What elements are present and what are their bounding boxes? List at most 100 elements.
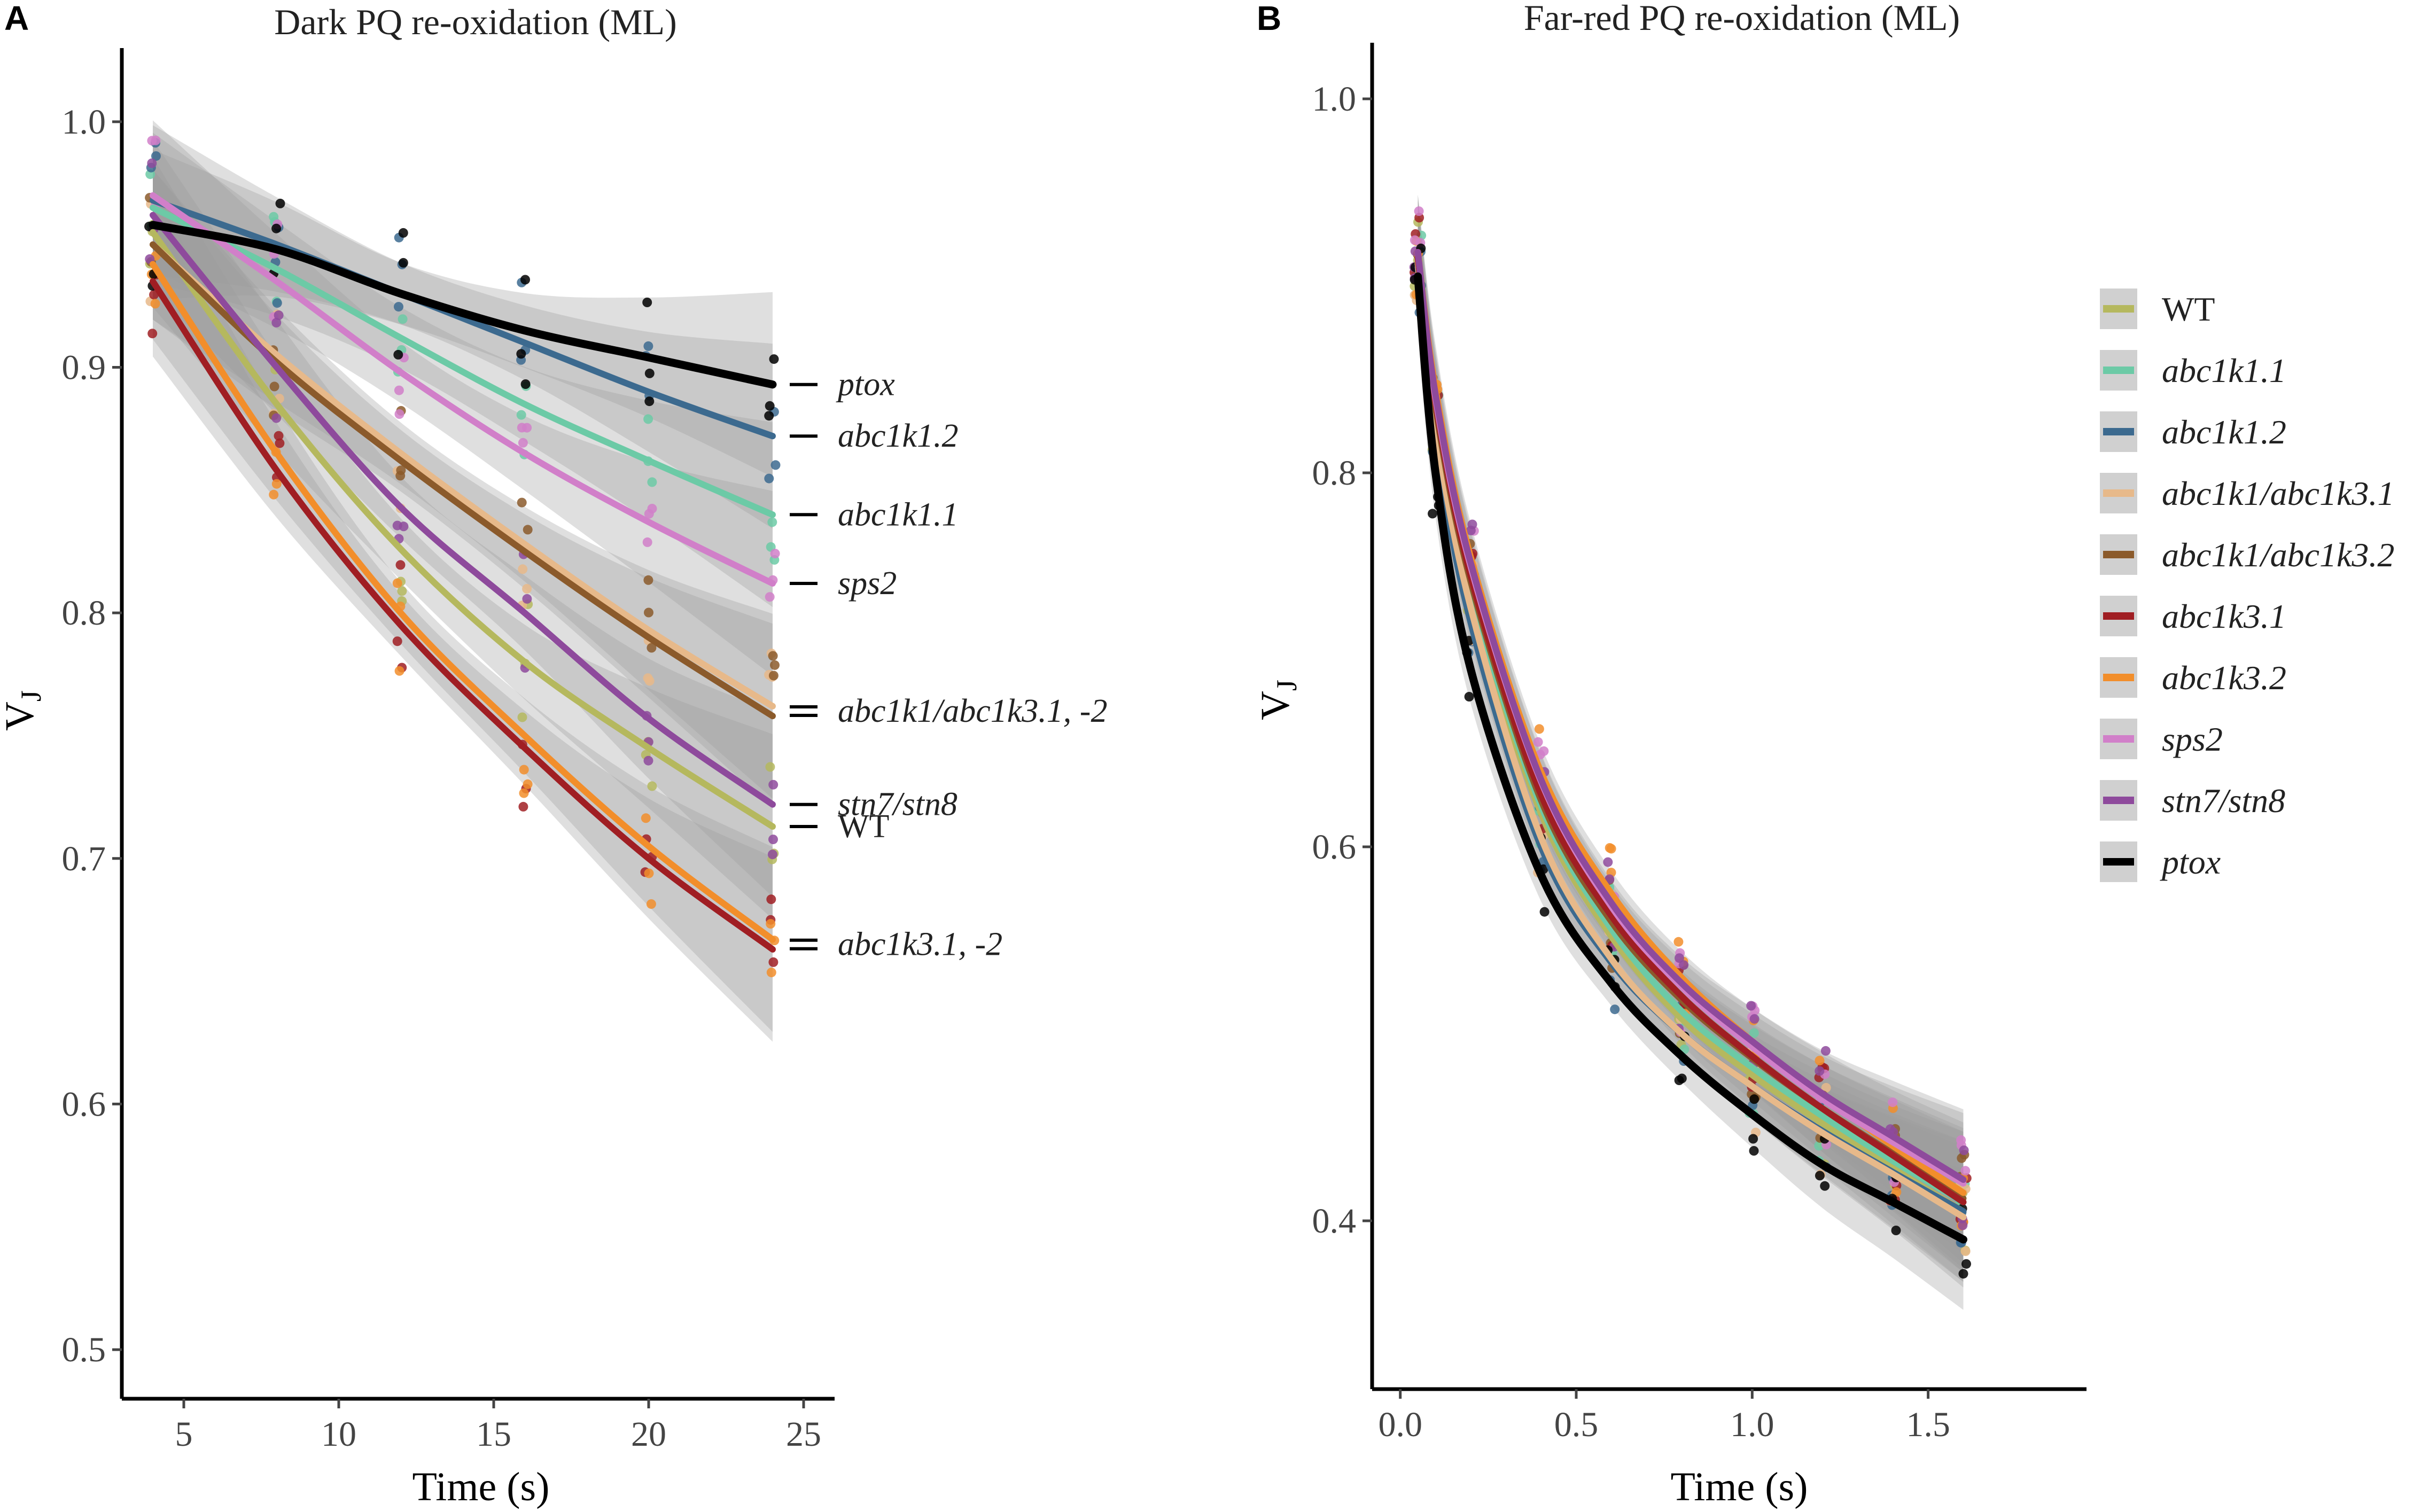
b-point-abc1k1-1 [1814, 1141, 1824, 1151]
b-point-ptox [1891, 1226, 1901, 1235]
b-point-stn7-stn8 [1959, 1145, 1969, 1155]
a-band-abc1k1-2 [153, 125, 773, 529]
b-point-sps2 [1414, 206, 1424, 216]
a-point-abc1k3-1 [147, 329, 158, 339]
a-point-abc1k1-abc1k3-2 [523, 525, 533, 535]
legend-label-abc1k1-abc1k3-1: abc1k1/abc1k3.1 [2162, 474, 2394, 512]
a-line-wt [150, 229, 776, 830]
a-point-sps2 [518, 438, 528, 448]
a-y-tick-label: 0.8 [62, 594, 106, 633]
a-x-tick-label: 10 [321, 1415, 356, 1454]
b-point-sps2 [1533, 737, 1543, 747]
b-point-sps2 [1960, 1166, 1971, 1176]
a-line-label-wt: WT [838, 808, 889, 845]
a-point-sps2 [147, 136, 157, 146]
panel-a-y-axis-label: VJ [0, 690, 47, 731]
a-line-label-abc1k3-1-2: abc1k3.1, -2 [838, 926, 1002, 963]
b-point-abc1k3-2 [1815, 1056, 1825, 1066]
b-point-stn7-stn8 [1746, 1001, 1756, 1011]
b-point-ptox [1749, 1094, 1760, 1104]
a-point-abc1k1-2 [764, 473, 774, 484]
a-point-stn7-stn8 [147, 158, 157, 168]
b-line-stn7-stn8 [1414, 249, 1967, 1183]
b-point-abc1k1-2 [1610, 1004, 1620, 1015]
a-point-abc1k3-1 [275, 438, 285, 448]
a-point-abc1k3-2 [392, 578, 402, 588]
a-band-abc1k1-abc1k3-2 [153, 169, 773, 809]
a-point-abc1k3-1 [766, 894, 776, 905]
legend-label-ptox: ptox [2160, 843, 2221, 881]
panel-a-y-label-subscript: J [15, 690, 47, 702]
a-point-stn7-stn8 [274, 310, 284, 320]
b-point-abc1k1-abc1k3-1 [1821, 1082, 1831, 1093]
a-point-abc1k1-abc1k3-2 [396, 465, 406, 476]
a-point-ptox [520, 379, 531, 389]
b-point-ptox [1677, 1073, 1687, 1084]
panel-b-axes [1370, 43, 2087, 1391]
a-line-abc1k3-2 [150, 261, 776, 943]
a-line-sps2 [150, 192, 776, 587]
a-line-label-abc1k1-abc1k3-1-2: abc1k1/abc1k3.1, -2 [838, 693, 1107, 729]
b-point-sps2 [1888, 1097, 1898, 1108]
b-point-stn7-stn8 [1603, 857, 1613, 867]
a-point-abc1k3-2 [150, 299, 160, 309]
legend-label-abc1k3-1: abc1k3.1 [2162, 597, 2286, 635]
b-line-abc1k1-abc1k3-1 [1414, 260, 1967, 1220]
a-point-sps2 [765, 592, 775, 602]
a-point-wt [517, 712, 527, 722]
a-point-abc1k3-1 [274, 431, 284, 441]
a-line-abc1k1-abc1k3-1 [150, 241, 776, 710]
b-point-ptox [1961, 1259, 1971, 1269]
a-point-wt [397, 586, 407, 596]
a-point-abc1k3-1 [768, 957, 778, 967]
a-point-ptox [642, 298, 652, 307]
b-x-tick-label: 0.0 [1378, 1405, 1422, 1444]
a-point-ptox [393, 349, 403, 360]
b-point-ptox [1748, 1134, 1758, 1144]
a-point-abc1k3-2 [644, 868, 654, 878]
legend-label-stn7-stn8: stn7/stn8 [2162, 782, 2285, 820]
legend-label-abc1k1-1: abc1k1.1 [2162, 352, 2286, 389]
panel-a-x-axis-label: Time (s) [412, 1464, 550, 1509]
a-point-abc1k3-2 [519, 765, 529, 775]
a-point-sps2 [644, 509, 654, 519]
a-band-abc1k1-abc1k3-1 [153, 169, 773, 799]
a-point-abc1k1-abc1k3-2 [770, 660, 780, 670]
a-y-tick-label: 0.6 [62, 1085, 106, 1124]
a-point-abc1k1-1 [516, 410, 526, 420]
legend-label-abc1k1-2: abc1k1.2 [2162, 413, 2286, 451]
b-y-tick-label: 1.0 [1312, 80, 1357, 119]
a-point-abc1k1-abc1k3-2 [768, 671, 778, 681]
a-point-abc1k1-abc1k3-1 [518, 564, 528, 574]
a-point-abc1k3-1 [395, 560, 406, 570]
b-point-ptox [1958, 1269, 1968, 1279]
panel-a-y-label-main: V [0, 702, 42, 731]
b-point-abc1k3-2 [1673, 937, 1684, 947]
a-point-wt [765, 762, 775, 772]
a-point-stn7-stn8 [271, 317, 282, 328]
b-y-tick-label: 0.6 [1312, 828, 1357, 867]
b-point-stn7-stn8 [1679, 960, 1689, 970]
a-band-sps2 [153, 120, 773, 676]
a-point-stn7-stn8 [271, 413, 282, 423]
a-point-wt [647, 781, 657, 791]
panel-b-letter: B [1257, 0, 1281, 37]
b-y-tick-label: 0.4 [1312, 1202, 1357, 1241]
b-x-tick-label: 0.5 [1554, 1405, 1599, 1444]
a-point-ptox [271, 223, 282, 233]
a-line-label-sps2: sps2 [838, 565, 897, 602]
b-point-ptox [1820, 1181, 1830, 1191]
a-line-abc1k1-1 [150, 204, 776, 518]
a-y-tick-label: 0.7 [62, 839, 106, 878]
a-point-stn7-stn8 [643, 755, 653, 766]
a-point-abc1k3-2 [269, 489, 279, 500]
a-point-ptox [275, 198, 285, 208]
panel-a-letter: A [4, 0, 29, 37]
panel-b: B Far-red PQ re-oxidation (ML) 0.0 0.5 1.0… [1253, 0, 2087, 1509]
a-point-abc1k1-abc1k3-1 [522, 584, 532, 594]
a-point-abc1k1-2 [643, 341, 653, 351]
a-point-abc1k1-abc1k3-2 [647, 643, 657, 653]
a-point-ptox [516, 349, 526, 359]
a-point-abc1k1-2 [151, 151, 161, 161]
a-point-abc1k1-1 [398, 314, 408, 324]
